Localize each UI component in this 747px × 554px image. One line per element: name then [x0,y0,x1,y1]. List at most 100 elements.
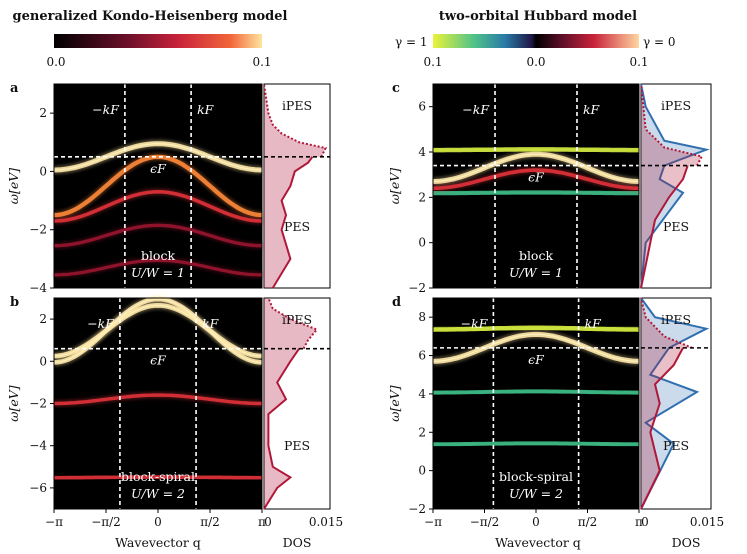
dos-unocc-fill [264,84,326,157]
right-title: two-orbital Hubbard model [439,9,637,24]
dos-red-occ-line [640,347,684,510]
dos-unocc-line [267,297,319,350]
ylabel: ω[eV] [387,385,402,421]
kmin-label: −kF [462,102,490,117]
band-core [53,143,263,171]
ef-label: ϵF [150,161,167,176]
dos-tick-label: 0.015 [690,515,724,529]
panel-letter: b [10,295,19,310]
band-core [432,153,640,183]
dos-unocc-line [263,83,328,158]
panel-letter: d [392,295,401,310]
xtick-label: −π [424,515,442,529]
pes-label: PES [663,438,689,453]
ipes-label: iPES [661,98,691,113]
band [432,168,640,191]
dos-blue-fill [641,84,707,288]
xtick-label: −π/2 [470,515,500,529]
heatmap-frame [53,83,263,289]
colorbar-gamma1: γ = 1 [395,35,428,49]
dos-blue-fill [641,298,707,509]
colorbar-gamma0: γ = 0 [643,35,676,49]
left-colorbar-min: 0.0 [46,55,65,69]
ytick-label: −4 [29,439,47,453]
ipes-label: iPES [282,98,312,113]
xtick-label: π/2 [578,515,598,529]
dos-red-occ-fill [641,165,688,288]
left-colorbar-max: 0.1 [252,55,271,69]
xtick-label: π [635,515,643,529]
heatmap-frame [432,83,640,289]
ytick-label: 0 [39,354,47,368]
ytick-label: 8 [418,310,426,324]
uw-label: U/W = 1 [509,265,563,280]
dos-frame [263,83,331,289]
xtick-label: 0 [154,515,162,529]
ytick-label: −2 [408,281,426,295]
dos-label-left: DOS [283,535,312,550]
dos-occ-line [263,348,301,510]
band [53,258,263,277]
ytick-label: 0 [418,236,426,250]
band [433,389,639,395]
kmin-label: −kF [92,102,120,117]
band [433,147,639,153]
ytick-label: −2 [29,397,47,411]
dos-frame [263,297,331,510]
panel-d: 8 6 4 2 0 −2 ω[eV] d −kF kF ϵF block-spiral U/W = 2 i… [387,295,724,529]
ef-label: ϵF [528,352,545,367]
band-core [432,333,640,362]
block-label: block [141,248,176,263]
band [433,190,639,196]
band [53,154,263,218]
kmin-label: −kF [87,316,115,331]
block-label: block-spiral [121,469,195,484]
dos-tick-label: 0 [641,515,649,529]
kmax-label: kF [583,102,601,117]
panel-c: 6 4 2 0 −2 ω[eV] c −kF kF ϵF block U/W = 1 iPES PES [387,81,712,295]
ytick-label: 2 [418,190,426,204]
uw-label: U/W = 2 [131,486,185,501]
ytick-label: 6 [418,100,426,114]
ytick-label: 2 [418,425,426,439]
panels-container: 2 0 −2 −4 ω[eV] a −kF kF ϵF block U/W = 1 iPES PES 2 0… [6,81,724,529]
band [53,190,263,223]
uw-label: U/W = 1 [131,265,185,280]
dos-unocc-fill [264,298,317,349]
right-colorbar-right: 0.1 [629,55,648,69]
pes-label: PES [663,219,689,234]
dos-red-unocc-line [640,83,704,167]
dos-occ-line [271,156,314,289]
xlabel-left: Wavevector q [115,535,201,550]
band [54,393,262,406]
ytick-label: 0 [39,164,47,178]
kmax-label: kF [585,316,603,331]
ylabel: ω[eV] [6,168,21,204]
ef-label: ϵF [528,170,545,185]
block-label: block [519,248,554,263]
panel-b: 2 0 −2 −4 −6 ω[eV] b −kF kF ϵF block-spiral U/W = 2… [6,295,343,529]
pes-label: PES [284,438,310,453]
band-core [53,298,263,363]
band [54,475,262,480]
dos-occ-fill [264,156,313,288]
right-colorbar-center: 0.0 [526,55,545,69]
left-colorbar [54,34,262,48]
xtick-label: 0 [532,515,540,529]
panel-a: 2 0 −2 −4 ω[eV] a −kF kF ϵF block U/W = 1 iPES PES [6,81,331,295]
ytick-label: 4 [418,145,426,159]
ytick-label: 2 [39,106,47,120]
kmax-label: kF [202,316,220,331]
ytick-label: 2 [39,312,47,326]
dos-tick-label: 0 [264,515,272,529]
ytick-label: −6 [29,481,47,495]
xtick-label: π [258,515,266,529]
ylabel: ω[eV] [6,385,21,421]
ipes-label: iPES [282,312,312,327]
pes-label: PES [284,219,310,234]
ytick-label: 0 [418,464,426,478]
panel-letter: a [10,81,19,96]
ytick-label: −2 [408,502,426,516]
dos-tick-label: 0.015 [309,515,343,529]
right-colorbar [433,34,639,48]
